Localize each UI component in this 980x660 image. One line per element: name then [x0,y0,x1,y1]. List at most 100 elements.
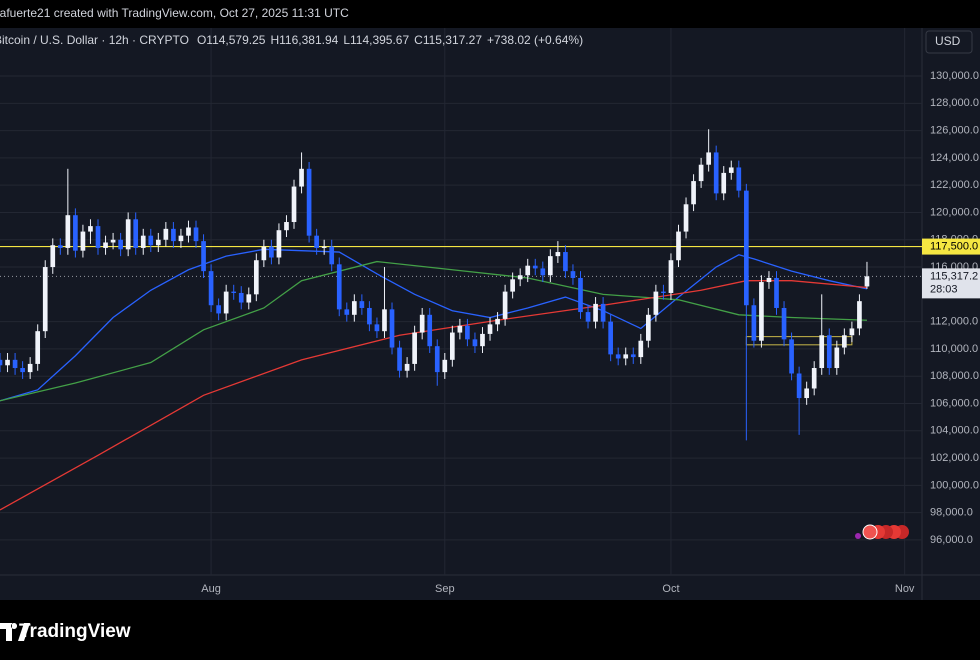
candle-body [284,222,289,231]
x-tick-label: Aug [201,583,221,595]
candle-body [789,339,794,374]
y-tick-label: 124,000.0 [930,152,979,164]
candle-body [118,239,123,250]
candle-body [329,246,335,265]
y-tick-label: 122,000.0 [930,179,979,191]
candle-body [713,152,719,194]
candle-body [140,235,146,248]
y-tick-label: 126,000.0 [930,125,979,137]
candle-body [759,282,764,341]
candle-body [314,235,319,248]
currency[interactable]: USD [935,34,961,48]
candle-body [449,332,455,360]
candle-body [186,227,191,236]
header-bar [0,0,980,28]
candle-body [668,260,674,293]
candle-body [419,314,425,333]
candle-body [397,347,402,371]
candle-body [306,168,312,236]
candle-body [404,363,410,371]
y-tick-label: 108,000.0 [930,370,979,382]
y-tick-label: 128,000.0 [930,97,979,109]
candle-body [155,239,161,246]
candle-body [216,305,221,314]
candle-body [774,277,779,308]
candle-body [208,271,214,306]
candle-body [336,264,342,310]
candle-body [246,294,252,303]
currency-box[interactable] [925,30,973,54]
last-price-box [922,268,980,299]
candle-body [110,239,116,243]
ohlc-value: L114,395.67 [343,33,409,47]
candle-body [291,186,297,223]
candle-body [834,347,840,369]
candle-body [623,354,629,359]
candle-body [653,291,659,315]
candle-body [661,291,666,293]
candle-body [261,246,267,261]
candle-body [412,332,417,364]
candle-body [857,301,862,329]
plot [0,129,922,511]
y-tick-label: 104,000.0 [930,425,979,437]
candle-body [736,167,742,191]
candle-body [65,215,71,248]
candle-body [706,152,711,165]
candle-body [804,388,809,399]
candle-body [646,314,651,341]
x-tick-label: Sep [435,583,455,595]
candle-body [238,292,244,303]
candle-body [585,312,591,322]
candle-body [630,354,636,358]
event-icons [855,524,909,540]
candle-body [0,359,3,366]
candle-body [547,256,553,276]
candle-body [540,268,546,276]
countdown-label: 28:03 [930,283,958,295]
candle-body [133,219,139,248]
candle-body [374,324,380,332]
candle-body [721,172,727,194]
axes: 96,000.0 98,000.0 100,000.0 102,000.0 104,00… [201,70,980,595]
header-text: lafuerte21 created with TradingView.com,… [0,6,349,20]
ohlc-value: +738.02 (+0.64%) [487,33,583,47]
grid [0,28,922,575]
candle-body [276,230,282,258]
candle-body [359,301,365,308]
candle-body [42,267,48,332]
candle-body [517,275,523,280]
candle-body [563,252,568,272]
candle-body [728,167,734,173]
candle-body [457,325,463,333]
candle-body [20,368,25,373]
candle-body [80,231,86,251]
candle-body [555,252,561,257]
candle-body [593,303,598,322]
candle-body [148,235,154,246]
candle-body [570,271,576,278]
y-tick-label: 100,000.0 [930,479,979,491]
y-tick-label: 110,000.0 [930,343,978,355]
candle-body [125,219,131,250]
y-tick-label: 96,000.0 [930,534,973,546]
candle-body [510,279,515,292]
candle-body [578,277,583,313]
candle-body [442,359,448,373]
candle-body [253,260,259,295]
candle-body [434,346,440,373]
y-tick-label: 106,000.0 [930,397,979,409]
candle-body [351,301,357,315]
y-tick-label: 98,000.0 [930,507,973,519]
candle-body [50,245,56,268]
ma-line [0,248,868,402]
candle-body [472,339,478,347]
footer-bar [0,600,980,660]
ohlc-value: C115,317.27 [414,33,482,47]
footer-logo: TradingView [19,621,131,642]
y-tick-label: 102,000.0 [930,452,979,464]
candle-body [849,328,855,336]
candle-body [532,265,538,269]
candle-body [321,246,327,248]
y-tick-label: 120,000.0 [930,206,979,218]
